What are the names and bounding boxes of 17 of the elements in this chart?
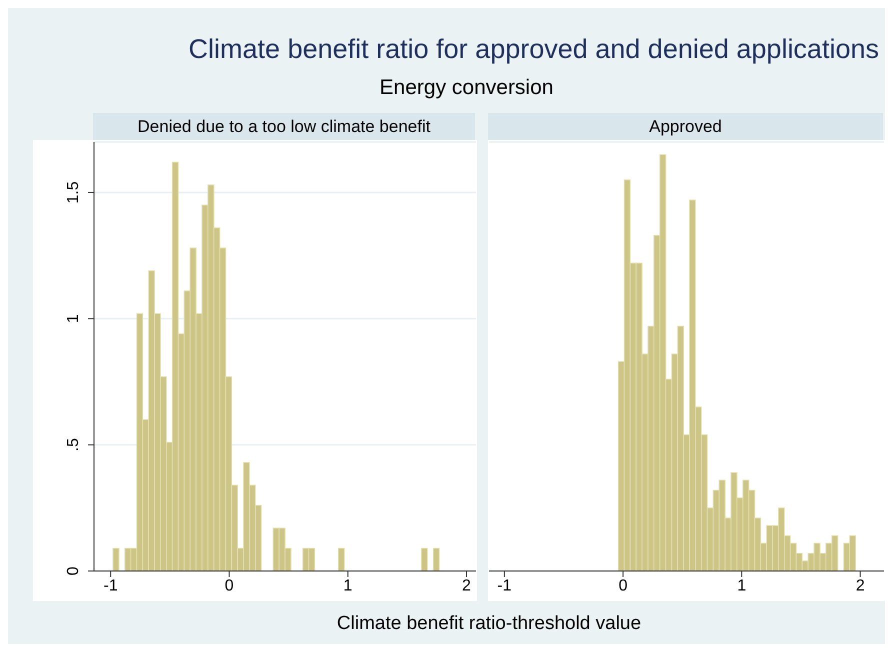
x-tick-label: -1 bbox=[497, 577, 512, 594]
y-tick-label: .5 bbox=[65, 438, 82, 452]
y-tick-label: 1.5 bbox=[65, 181, 82, 204]
x-tick-label: 2 bbox=[856, 577, 865, 594]
chart-title: Approved bbox=[488, 113, 883, 140]
chart-title: Denied due to a too low climate benefit bbox=[93, 113, 475, 140]
y-tick-label: 1 bbox=[65, 314, 82, 324]
x-tick-label: -1 bbox=[103, 577, 118, 594]
x-tick-label: 1 bbox=[737, 577, 746, 594]
y-tick-label: 0 bbox=[65, 566, 82, 576]
x-tick-label: 0 bbox=[618, 577, 628, 594]
x-axis-title: Climate benefit ratio-threshold value bbox=[336, 613, 642, 635]
x-tick-label: 2 bbox=[462, 577, 472, 594]
x-tick-label: 1 bbox=[343, 577, 352, 594]
text: Climate benefit ratio for approved and denied applications bbox=[188, 34, 879, 65]
text: Energy conversion bbox=[378, 76, 554, 100]
x-tick-label: 0 bbox=[224, 577, 234, 594]
